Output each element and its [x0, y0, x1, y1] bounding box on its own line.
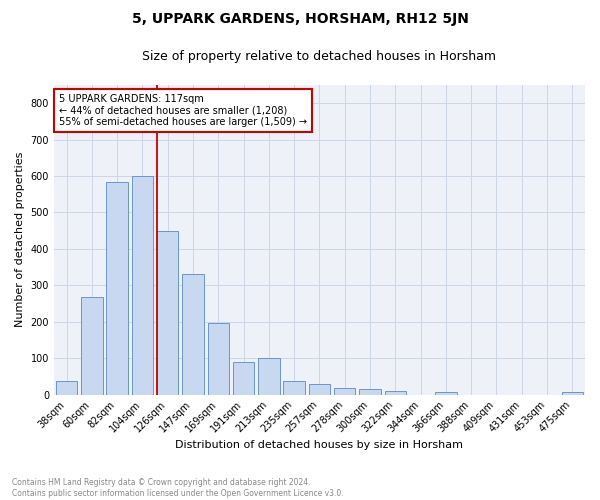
Bar — [435, 392, 457, 394]
Bar — [208, 323, 229, 394]
Bar — [258, 358, 280, 395]
Bar — [131, 176, 153, 394]
Y-axis label: Number of detached properties: Number of detached properties — [15, 152, 25, 328]
Text: 5 UPPARK GARDENS: 117sqm
← 44% of detached houses are smaller (1,208)
55% of sem: 5 UPPARK GARDENS: 117sqm ← 44% of detach… — [59, 94, 307, 128]
Bar — [233, 362, 254, 394]
Bar — [182, 274, 204, 394]
Bar — [359, 389, 381, 394]
Text: 5, UPPARK GARDENS, HORSHAM, RH12 5JN: 5, UPPARK GARDENS, HORSHAM, RH12 5JN — [131, 12, 469, 26]
Title: Size of property relative to detached houses in Horsham: Size of property relative to detached ho… — [142, 50, 496, 63]
Bar — [385, 391, 406, 394]
Bar — [562, 392, 583, 394]
Bar — [309, 384, 330, 394]
Bar — [106, 182, 128, 394]
X-axis label: Distribution of detached houses by size in Horsham: Distribution of detached houses by size … — [175, 440, 463, 450]
Bar — [56, 380, 77, 394]
Bar — [157, 230, 178, 394]
Text: Contains HM Land Registry data © Crown copyright and database right 2024.
Contai: Contains HM Land Registry data © Crown c… — [12, 478, 344, 498]
Bar — [334, 388, 355, 394]
Bar — [283, 380, 305, 394]
Bar — [81, 298, 103, 394]
